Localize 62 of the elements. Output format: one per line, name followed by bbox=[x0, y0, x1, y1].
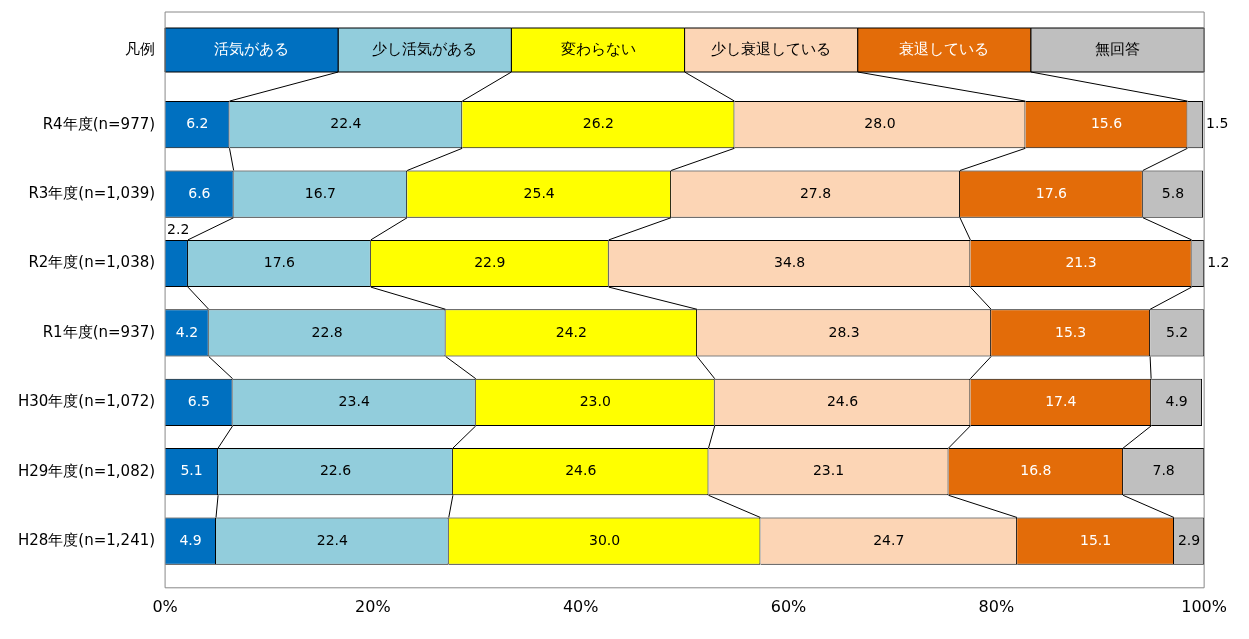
data-label: 34.8 bbox=[773, 254, 806, 271]
data-label: 17.6 bbox=[263, 254, 296, 271]
text: 変わらない bbox=[560, 39, 636, 58]
data-label: 4.2 bbox=[175, 323, 199, 340]
data-label: 23.0 bbox=[579, 392, 611, 409]
y-tick-label: R1年度(n=937) bbox=[42, 322, 156, 341]
data-label: 15.6 bbox=[1090, 115, 1123, 132]
x-tick-label: 80% bbox=[978, 596, 1015, 616]
text: 少し衰退している bbox=[711, 39, 832, 58]
data-label: 21.3 bbox=[1065, 254, 1097, 271]
y-tick-label: R4年度(n=977) bbox=[42, 114, 156, 133]
data-label: 24.7 bbox=[873, 531, 905, 548]
data-label: 24.2 bbox=[555, 323, 587, 340]
data-label: 2.2 bbox=[167, 220, 190, 237]
data-label: 16.7 bbox=[304, 184, 337, 201]
x-tick-label: 60% bbox=[770, 596, 807, 616]
y-tick-label: R3年度(n=1,039) bbox=[28, 183, 156, 202]
data-label: 6.5 bbox=[187, 392, 210, 409]
data-label: 6.2 bbox=[186, 115, 209, 132]
x-tick-label: 20% bbox=[355, 596, 391, 616]
data-label: 1.2 bbox=[1207, 254, 1230, 271]
x-tick-label: 40% bbox=[562, 596, 599, 616]
data-label: 2.9 bbox=[1177, 531, 1201, 548]
data-label: 24.6 bbox=[565, 462, 597, 479]
y-tick-label: H30年度(n=1,072) bbox=[17, 392, 156, 411]
y-tick-label: R2年度(n=1,038) bbox=[28, 253, 156, 272]
data-label: 24.6 bbox=[826, 392, 859, 409]
data-label: 5.1 bbox=[180, 462, 203, 479]
data-label: 5.2 bbox=[1165, 323, 1189, 340]
data-label: 22.4 bbox=[316, 531, 349, 548]
data-label: 23.1 bbox=[812, 462, 845, 479]
data-label: 22.8 bbox=[311, 323, 343, 340]
data-label: 23.4 bbox=[338, 392, 370, 409]
data-label: 17.6 bbox=[1035, 184, 1068, 201]
data-label: 27.8 bbox=[799, 184, 832, 201]
data-label: 30.0 bbox=[589, 531, 621, 548]
data-label: 25.4 bbox=[523, 184, 555, 201]
data-label: 4.9 bbox=[1165, 392, 1188, 409]
data-label: 7.8 bbox=[1152, 462, 1175, 479]
text: 少し活気がある bbox=[372, 39, 478, 58]
data-label: 28.0 bbox=[864, 115, 896, 132]
data-label: 22.9 bbox=[474, 254, 506, 271]
data-label: 15.3 bbox=[1055, 323, 1087, 340]
data-label: 28.3 bbox=[828, 323, 860, 340]
legend-title: 凡例 bbox=[125, 39, 156, 58]
data-label: 22.4 bbox=[330, 115, 362, 132]
data-label: 4.9 bbox=[179, 531, 202, 548]
data-label: 26.2 bbox=[582, 115, 614, 132]
x-tick-label: 100% bbox=[1181, 596, 1227, 616]
data-label: 6.6 bbox=[188, 184, 211, 201]
y-tick-label: H29年度(n=1,082) bbox=[17, 461, 156, 480]
y-tick-label: H28年度(n=1,241) bbox=[17, 530, 156, 549]
text: 衰退している bbox=[899, 39, 990, 58]
x-tick-label: 0% bbox=[152, 596, 178, 616]
text: 活気がある bbox=[214, 39, 290, 58]
data-label: 15.1 bbox=[1079, 531, 1112, 548]
data-label: 5.8 bbox=[1161, 184, 1185, 201]
data-label: 16.8 bbox=[1020, 462, 1052, 479]
text: 無回答 bbox=[1095, 39, 1141, 58]
data-label: 17.4 bbox=[1045, 392, 1077, 409]
data-label: 22.6 bbox=[319, 462, 352, 479]
data-label: 1.5 bbox=[1206, 115, 1229, 132]
